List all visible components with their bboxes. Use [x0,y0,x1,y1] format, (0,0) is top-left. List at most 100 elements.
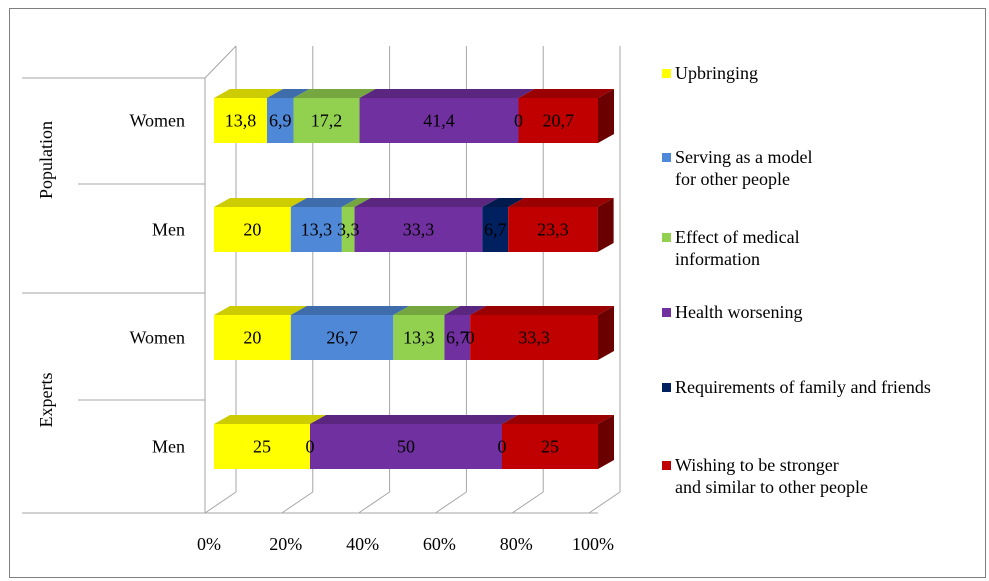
x-tick-label: 80% [500,534,533,554]
bar-segment [354,207,483,252]
bar-segment [290,315,394,360]
legend-swatch [662,461,671,470]
bar-segment [518,98,598,143]
side-wall-top [204,45,237,79]
data-label: 13,8 [225,111,257,131]
legend-item: Health worsening [662,301,802,323]
legend-label: Serving as a model for other people [675,147,813,189]
bar-segment-top [290,198,358,207]
data-label: 3,3 [337,220,360,240]
legend-label: Wishing to be stronger and similar to ot… [675,455,868,497]
group-label: Experts [36,373,56,428]
data-label: 6,9 [269,111,292,131]
data-label: 50 [397,437,415,457]
data-label: 6,7 [446,328,469,348]
legend-label: Requirements of family and friends [675,377,931,397]
floor-gridline [435,491,467,514]
data-label: 6,7 [484,220,507,240]
bar-segment-top [341,198,371,207]
bar-segment-top [214,415,326,424]
floor-gridline [204,491,237,514]
legend-swatch [662,69,671,78]
bar-segment-top [214,198,307,207]
bar-segment [214,207,291,252]
legend-swatch [662,308,671,317]
floor-gridline [281,491,314,514]
bar-segment [310,424,502,469]
x-axis-ticks: 0% 20% 40% 60% 80% 100% [197,534,614,554]
bar-segment [359,98,519,143]
bar-segment [214,98,267,143]
bar-segment-top [293,89,376,98]
bars [214,89,614,469]
bar-side-face [597,198,614,252]
legend-label: Health worsening [675,302,803,322]
data-label: 20,7 [543,111,575,131]
bar-segment-top [214,89,283,98]
x-tick-label: 20% [269,534,302,554]
data-label: 25 [541,437,559,457]
bar-segment [266,98,294,143]
data-label: 20 [243,220,261,240]
category-label: Women [129,328,185,348]
data-label: 41,4 [423,111,455,131]
bar-side-face [598,306,614,360]
data-label: 0 [306,437,315,457]
category-labels: Women Men Women Men [129,111,185,457]
legend-item: Requirements of family and friends [662,376,931,398]
x-tick-label: 100% [572,534,614,554]
x-tick-label: 60% [423,534,456,554]
floor-gridline [588,491,621,514]
category-label: Men [152,437,185,457]
bar-segment-top [502,415,614,424]
legend-swatch [662,153,671,162]
bar-segment-top [354,198,499,207]
bar-segment [214,424,310,469]
bar-segment-top [310,415,518,424]
data-label: 26,7 [326,328,358,348]
legend-swatch [662,383,671,392]
bar-segment-top [290,306,410,315]
bar-segment-top [482,198,525,207]
category-label: Women [129,111,185,131]
bar-segment [214,315,291,360]
legend-label: Effect of medical information [675,227,800,269]
data-label: 0 [514,111,523,131]
bar-segment [341,207,355,252]
bar-segment [290,207,342,252]
x-tick-label: 40% [346,534,379,554]
legend-label: Upbringing [675,63,758,83]
data-label: 20 [243,328,261,348]
group-label: Population [36,121,56,199]
legend-item: Upbringing [662,62,758,84]
bar-segment-top [518,89,614,98]
floor-gridline [511,491,544,514]
bar-segment-top [214,306,307,315]
data-label: 13,3 [301,220,333,240]
data-label: 33,3 [403,220,435,240]
category-label: Men [152,220,185,240]
bar-side-face [598,415,614,469]
bar-segment-top [508,198,614,207]
data-label: 13,3 [403,328,435,348]
legend-item: Effect of medical information [662,226,800,270]
floor-gridline [358,491,390,514]
chart-frame [9,8,986,578]
bar-segment-top [393,306,461,315]
bar-segment [502,424,598,469]
bar-segment [470,315,598,360]
bar-segment [482,207,509,252]
legend-swatch [662,233,671,242]
bar-segment [393,315,445,360]
bar-segment [444,315,471,360]
data-label: 0 [498,437,507,457]
legend-item: Wishing to be stronger and similar to ot… [662,454,868,498]
data-label: 23,3 [537,220,569,240]
bar-segment [508,207,598,252]
data-label: 17,2 [311,111,343,131]
bar-segment-top [266,89,310,98]
bar-segment-top [444,306,487,315]
data-label: 33,3 [518,328,550,348]
bar-segment [293,98,360,143]
